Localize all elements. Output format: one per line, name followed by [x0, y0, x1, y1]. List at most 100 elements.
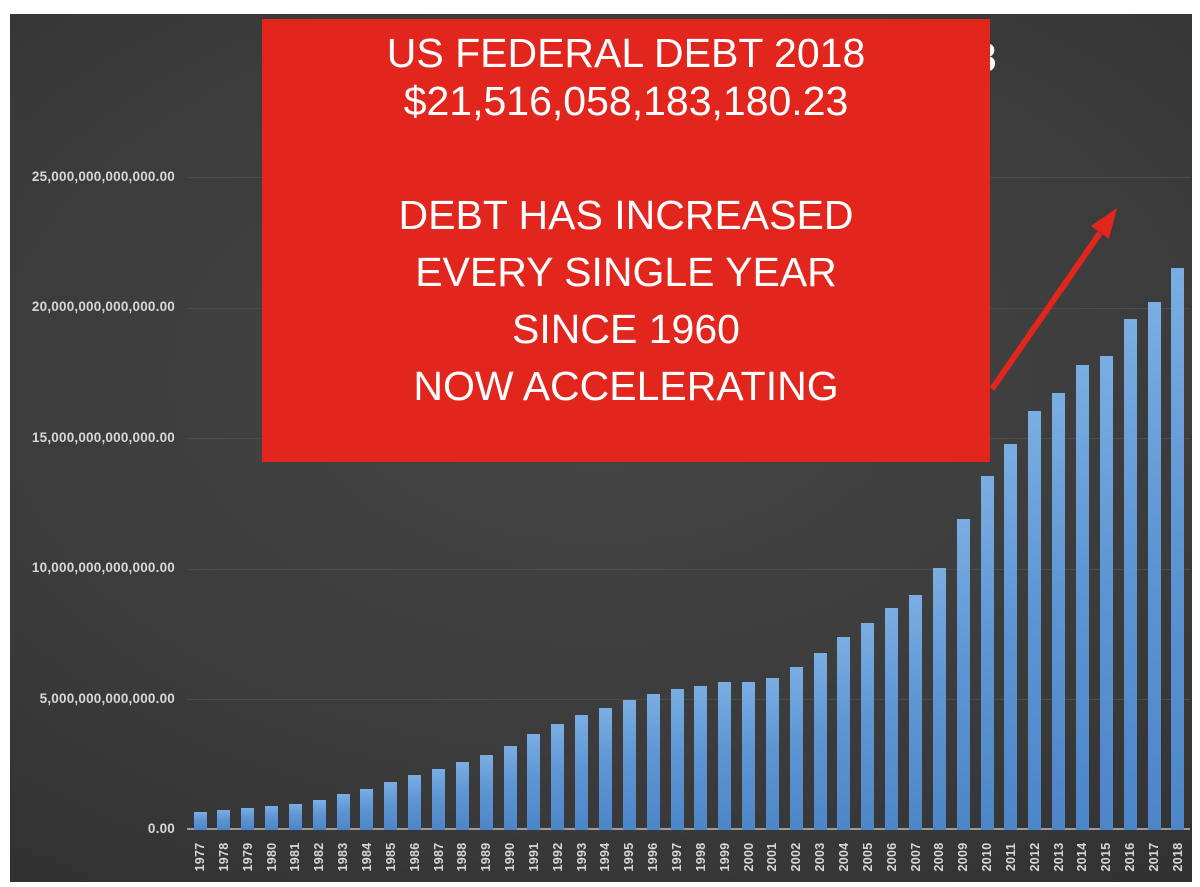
x-axis-tick-label: 1994: [598, 842, 613, 872]
y-axis-tick-label: 0.00: [147, 821, 175, 836]
x-axis-tick-label: 1984: [359, 842, 374, 872]
y-axis-tick-label: 15,000,000,000,000.00: [31, 429, 175, 445]
bar-2014: [1075, 364, 1089, 830]
callout-amount-line: $21,516,058,183,180.23: [403, 78, 849, 124]
bar-1997: [670, 688, 684, 830]
x-axis-tick-label: 2009: [956, 842, 971, 872]
x-axis-tick-label: 1985: [383, 842, 398, 872]
bar-1991: [527, 734, 541, 830]
plot-area: 25,000,000,000,000.00 20,000,000,000,000.…: [10, 14, 1192, 882]
bar-2005: [861, 622, 875, 830]
x-axis-tick-label: 1987: [431, 842, 446, 872]
x-axis-tick-label: 1983: [336, 842, 351, 872]
bar-1996: [646, 693, 660, 830]
bar-1995: [622, 700, 636, 830]
x-axis-tick-label: 2004: [836, 842, 851, 872]
bar-1978: [217, 809, 231, 830]
x-axis-tick-label: 2017: [1147, 842, 1161, 872]
x-axis-tick-label: 1995: [622, 842, 637, 872]
x-axis-tick-label: 1997: [670, 842, 684, 872]
x-axis-tick-label: 1988: [455, 842, 470, 872]
bar-1999: [718, 682, 732, 830]
bar-1977: [193, 811, 207, 830]
bar-1988: [455, 762, 469, 830]
bar-1982: [312, 800, 326, 830]
x-axis-tick-label: 2003: [813, 842, 828, 872]
x-axis-tick-label: 1980: [264, 842, 279, 872]
x-axis-tick-label: 2008: [932, 842, 947, 872]
bar-1998: [694, 685, 708, 830]
callout-headline-group: US FEDERAL DEBT 2018 $21,516,058,183,180…: [262, 19, 990, 125]
bar-2017: [1147, 301, 1161, 830]
x-axis-tick-label: 2013: [1051, 842, 1066, 872]
bar-2010: [980, 476, 994, 830]
y-axis-tick-label: 5,000,000,000,000.00: [39, 690, 175, 706]
bar-1979: [241, 808, 255, 830]
x-axis-tick-label: 2007: [908, 842, 923, 872]
bar-2012: [1028, 410, 1042, 830]
x-axis-tick-label: 1990: [503, 842, 518, 872]
bar-2007: [909, 594, 922, 830]
bar-1980: [265, 806, 279, 830]
y-axis-tick-label: 20,000,000,000,000.00: [31, 299, 175, 314]
bar-1984: [360, 788, 374, 830]
x-axis-tick-label: 2011: [1003, 842, 1018, 872]
x-axis-tick-label: 2001: [765, 842, 780, 872]
x-axis-tick-label: 1979: [240, 842, 255, 872]
bar-2006: [885, 607, 899, 830]
bar-2008: [932, 568, 946, 830]
bar-1994: [598, 707, 612, 830]
callout-title-line: US FEDERAL DEBT 2018: [386, 30, 866, 76]
bar-1981: [288, 803, 302, 830]
x-axis-tick-label: 1992: [550, 842, 565, 872]
x-axis-tick-label: 2018: [1170, 842, 1185, 872]
x-axis-tick-label: 2014: [1075, 842, 1090, 872]
bar-2016: [1123, 319, 1137, 830]
callout-message-line: NOW ACCELERATING: [413, 363, 839, 409]
bar-2003: [813, 652, 827, 830]
bar-1990: [503, 745, 517, 830]
x-axis-tick-label: 1999: [717, 842, 732, 872]
slide-canvas: 25,000,000,000,000.00 20,000,000,000,000.…: [10, 14, 1192, 882]
x-axis-tick-label: 2005: [860, 842, 875, 872]
callout-message-group: DEBT HAS INCREASED EVERY SINGLE YEAR SIN…: [262, 187, 990, 415]
y-axis-tick-label: 25,000,000,000,000.00: [31, 168, 175, 184]
bar-2011: [1004, 443, 1018, 830]
callout-message-line: SINCE 1960: [512, 306, 740, 352]
bar-2000: [742, 681, 756, 830]
callout-message-line: EVERY SINGLE YEAR: [415, 249, 837, 295]
bar-2001: [765, 678, 779, 830]
bar-1987: [432, 768, 445, 830]
x-axis-tick-label: 1986: [407, 842, 422, 872]
bar-1992: [551, 723, 565, 830]
bar-1986: [408, 774, 422, 830]
x-axis-tick-label: 1981: [288, 842, 303, 872]
bar-1983: [336, 794, 350, 830]
bar-2004: [837, 637, 851, 830]
bar-1993: [575, 714, 589, 830]
x-axis-tick-label: 1993: [574, 842, 589, 872]
x-axis-tick-label: 1977: [193, 842, 207, 872]
gridline-10T: [187, 568, 1190, 570]
x-axis-line: [187, 828, 1190, 830]
x-axis-tick-label: 1991: [526, 842, 541, 872]
bar-1989: [479, 755, 493, 830]
x-axis-tick-label: 2012: [1027, 842, 1042, 872]
x-axis-tick-label: 1998: [693, 842, 708, 872]
x-axis-tick-label: 2002: [789, 842, 804, 872]
bar-2009: [956, 519, 970, 830]
callout-message-line: DEBT HAS INCREASED: [398, 192, 854, 238]
x-axis-tick-label: 1978: [216, 842, 231, 872]
x-axis-tick-label: 1989: [479, 842, 494, 872]
bar-2013: [1052, 393, 1066, 830]
x-axis-tick-label: 2016: [1123, 842, 1138, 872]
x-axis-tick-label: 2015: [1099, 842, 1114, 872]
y-axis-tick-label: 10,000,000,000,000.00: [31, 560, 175, 575]
bar-1985: [384, 782, 398, 830]
debt-callout-box: US FEDERAL DEBT 2018 $21,516,058,183,180…: [262, 19, 990, 462]
x-axis-tick-label: 1996: [646, 842, 661, 872]
bar-2002: [789, 667, 803, 830]
x-axis-tick-label: 2010: [980, 842, 995, 872]
bar-2015: [1099, 356, 1113, 830]
gridline-5T: [187, 699, 1190, 700]
